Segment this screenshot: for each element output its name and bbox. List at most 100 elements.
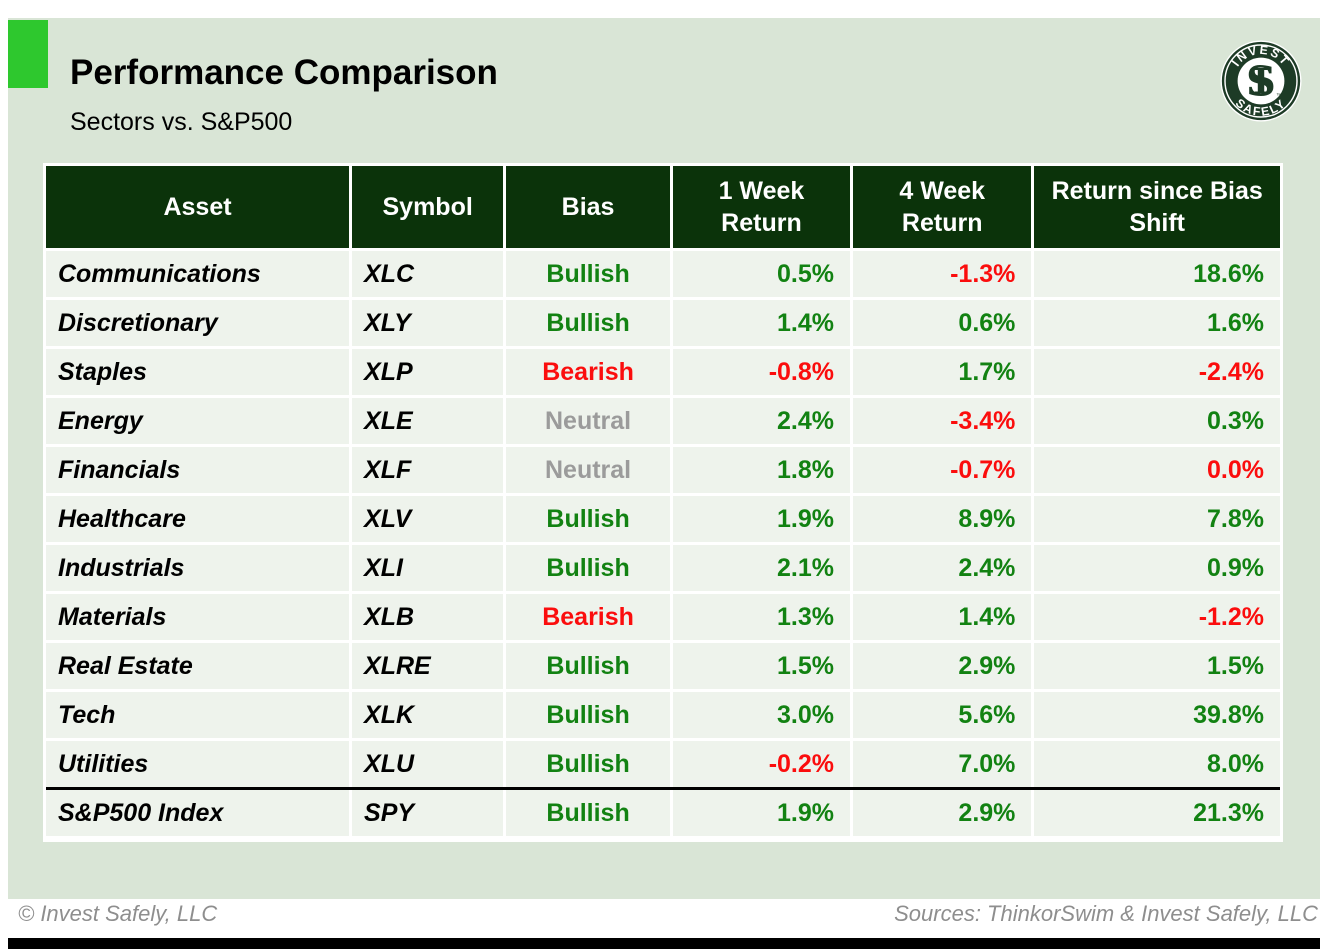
week1-return-cell: 1.9%: [672, 496, 854, 545]
return-since-bias-shift-cell: 1.5%: [1034, 643, 1280, 692]
symbol-cell: SPY: [352, 790, 507, 839]
table-row: Discretionary XLY Bullish 1.4% 0.6% 1.6%: [46, 300, 1280, 349]
symbol-cell: XLP: [352, 349, 507, 398]
table-row: S&P500 Index SPY Bullish 1.9% 2.9% 21.3%: [46, 790, 1280, 839]
symbol-cell: XLY: [352, 300, 507, 349]
week1-return-cell: 0.5%: [672, 251, 854, 300]
return-since-bias-shift-cell: 0.0%: [1034, 447, 1280, 496]
bottom-bar: [8, 938, 1320, 949]
performance-table: Asset Symbol Bias 1 Week Return 4 Week R…: [43, 163, 1283, 842]
page-title: Performance Comparison: [70, 53, 498, 92]
week1-return-cell: 1.8%: [672, 447, 854, 496]
week1-return-cell: -0.8%: [672, 349, 854, 398]
week4-return-cell: 2.4%: [853, 545, 1035, 594]
week4-return-cell: 7.0%: [853, 741, 1035, 787]
week4-return-cell: 2.9%: [853, 643, 1035, 692]
column-header-4-week-return: 4 Week Return: [853, 166, 1035, 251]
bias-cell: Bullish: [506, 545, 673, 594]
bias-cell: Bullish: [506, 300, 673, 349]
week4-return-cell: 0.6%: [853, 300, 1035, 349]
slide-background: Performance Comparison Sectors vs. S&P50…: [8, 18, 1320, 899]
week4-return-cell: 1.7%: [853, 349, 1035, 398]
bias-cell: Bearish: [506, 349, 673, 398]
column-header-bias: Bias: [506, 166, 673, 251]
asset-cell: Energy: [46, 398, 353, 447]
bias-cell: Neutral: [506, 398, 673, 447]
week4-return-cell: -0.7%: [853, 447, 1035, 496]
asset-cell: Healthcare: [46, 496, 353, 545]
asset-cell: Tech: [46, 692, 353, 741]
bias-cell: Bearish: [506, 594, 673, 643]
return-since-bias-shift-cell: 39.8%: [1034, 692, 1280, 741]
return-since-bias-shift-cell: 1.6%: [1034, 300, 1280, 349]
symbol-cell: XLF: [352, 447, 507, 496]
symbol-cell: XLRE: [352, 643, 507, 692]
table-row: Healthcare XLV Bullish 1.9% 8.9% 7.8%: [46, 496, 1280, 545]
logo-center-disc: [1237, 57, 1285, 105]
table-row: Utilities XLU Bullish -0.2% 7.0% 8.0%: [46, 741, 1280, 787]
return-since-bias-shift-cell: 0.9%: [1034, 545, 1280, 594]
bias-cell: Bullish: [506, 741, 673, 787]
table-row: Tech XLK Bullish 3.0% 5.6% 39.8%: [46, 692, 1280, 741]
invest-safely-logo-icon: INVEST SAFELY S I ™: [1220, 40, 1302, 122]
bias-cell: Bullish: [506, 692, 673, 741]
asset-cell: Real Estate: [46, 643, 353, 692]
week1-return-cell: 2.1%: [672, 545, 854, 594]
footer-sources: Sources: ThinkorSwim & Invest Safely, LL…: [894, 901, 1318, 926]
return-since-bias-shift-cell: -1.2%: [1034, 594, 1280, 643]
week1-return-cell: 3.0%: [672, 692, 854, 741]
asset-cell: Materials: [46, 594, 353, 643]
logo-trademark: ™: [1276, 93, 1281, 99]
week1-return-cell: 1.9%: [672, 790, 854, 839]
logo-monogram-i: I: [1253, 63, 1269, 103]
week4-return-cell: -1.3%: [853, 251, 1035, 300]
table-row: Energy XLE Neutral 2.4% -3.4% 0.3%: [46, 398, 1280, 447]
symbol-cell: XLB: [352, 594, 507, 643]
return-since-bias-shift-cell: 0.3%: [1034, 398, 1280, 447]
symbol-cell: XLV: [352, 496, 507, 545]
column-header-return-since-bias-shift: Return since Bias Shift: [1034, 166, 1280, 251]
return-since-bias-shift-cell: 21.3%: [1034, 790, 1280, 839]
asset-cell: Industrials: [46, 545, 353, 594]
table-row: Real Estate XLRE Bullish 1.5% 2.9% 1.5%: [46, 643, 1280, 692]
asset-cell: Staples: [46, 349, 353, 398]
table-header: Asset Symbol Bias 1 Week Return 4 Week R…: [46, 166, 1280, 251]
logo-bottom-text: SAFELY: [1233, 96, 1289, 119]
asset-cell: Communications: [46, 251, 353, 300]
week1-return-cell: -0.2%: [672, 741, 854, 787]
page-subtitle: Sectors vs. S&P500: [70, 108, 293, 136]
week1-return-cell: 2.4%: [672, 398, 854, 447]
asset-cell: S&P500 Index: [46, 790, 353, 839]
symbol-cell: XLC: [352, 251, 507, 300]
return-since-bias-shift-cell: 8.0%: [1034, 741, 1280, 787]
week4-return-cell: 8.9%: [853, 496, 1035, 545]
separator-line: [46, 787, 1280, 790]
asset-cell: Utilities: [46, 741, 353, 787]
symbol-cell: XLE: [352, 398, 507, 447]
bias-cell: Bullish: [506, 496, 673, 545]
logo-monogram-s: S: [1246, 56, 1276, 105]
symbol-cell: XLU: [352, 741, 507, 787]
week1-return-cell: 1.3%: [672, 594, 854, 643]
asset-cell: Discretionary: [46, 300, 353, 349]
return-since-bias-shift-cell: 7.8%: [1034, 496, 1280, 545]
logo-inner-ring: [1224, 44, 1298, 118]
bias-cell: Neutral: [506, 447, 673, 496]
return-since-bias-shift-cell: -2.4%: [1034, 349, 1280, 398]
asset-cell: Financials: [46, 447, 353, 496]
week4-return-cell: 2.9%: [853, 790, 1035, 839]
footer-copyright: © Invest Safely, LLC: [18, 901, 218, 926]
table-body: Communications XLC Bullish 0.5% -1.3% 18.6% Di…: [46, 251, 1280, 839]
week1-return-cell: 1.5%: [672, 643, 854, 692]
table-row: Staples XLP Bearish -0.8% 1.7% -2.4%: [46, 349, 1280, 398]
symbol-cell: XLI: [352, 545, 507, 594]
table-row: Financials XLF Neutral 1.8% -0.7% 0.0%: [46, 447, 1280, 496]
bias-cell: Bullish: [506, 251, 673, 300]
symbol-cell: XLK: [352, 692, 507, 741]
column-header-asset: Asset: [46, 166, 353, 251]
bias-cell: Bullish: [506, 790, 673, 839]
bias-cell: Bullish: [506, 643, 673, 692]
header-row: Asset Symbol Bias 1 Week Return 4 Week R…: [46, 166, 1280, 251]
week4-return-cell: -3.4%: [853, 398, 1035, 447]
